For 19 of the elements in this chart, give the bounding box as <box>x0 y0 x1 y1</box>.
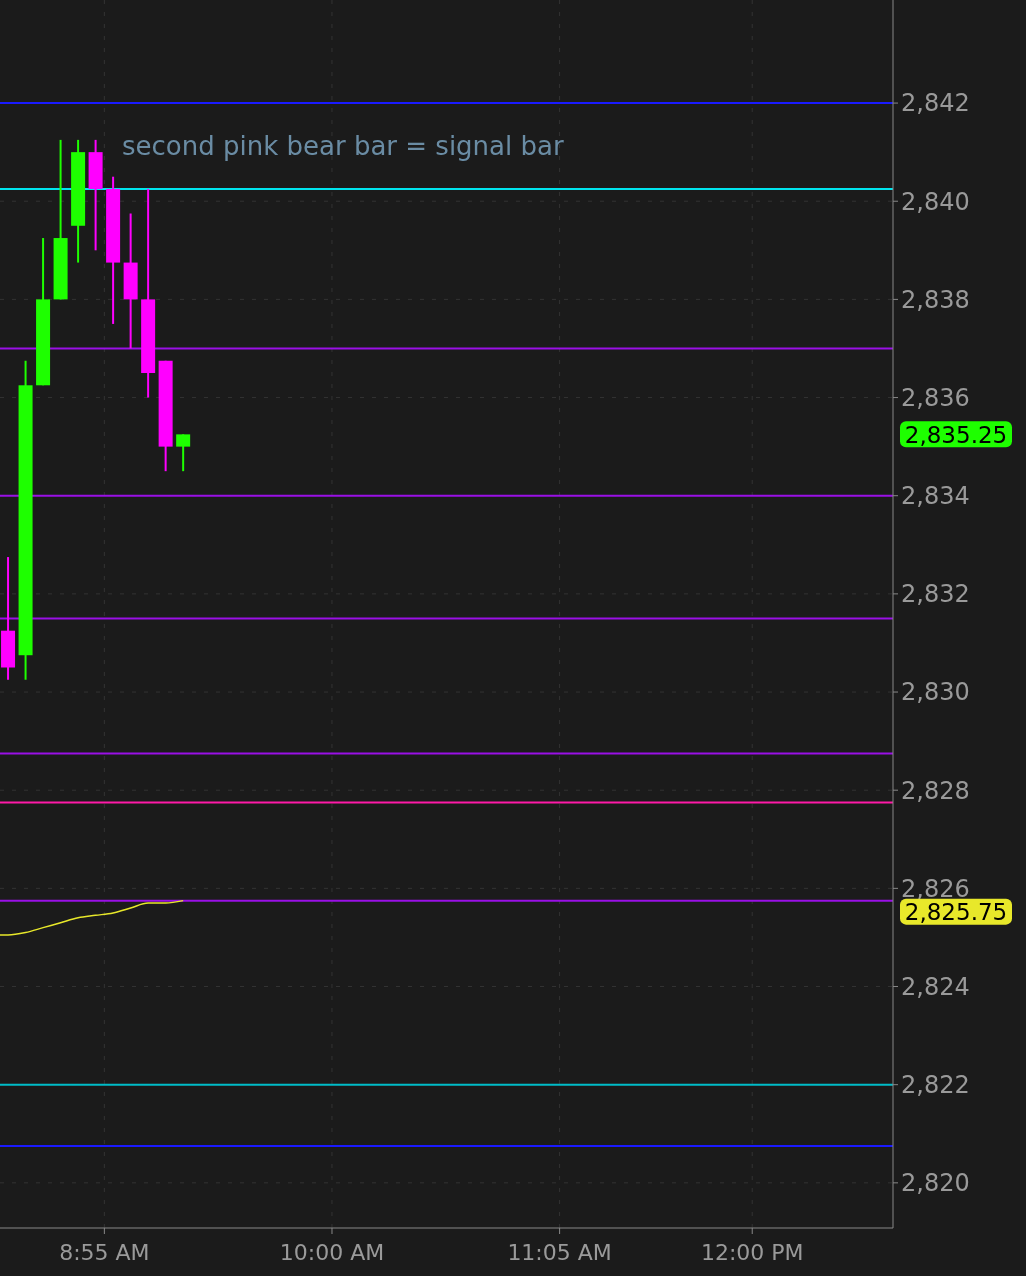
y-tick-label: 2,838 <box>901 285 970 314</box>
y-tick-label: 2,820 <box>901 1169 970 1198</box>
x-tick-label: 12:00 PM <box>700 1240 804 1265</box>
annotation: second pink bear bar = signal bar <box>122 131 564 161</box>
candlestick <box>176 433 191 473</box>
x-tick-label: 8:55 AM <box>59 1240 150 1265</box>
y-tick-label: 2,830 <box>901 678 970 707</box>
y-tick-label: 2,824 <box>901 972 970 1001</box>
y-tick-label: 2,840 <box>901 187 970 216</box>
y-tick-label: 2,842 <box>901 89 970 118</box>
text: 2,835.25 <box>904 421 1008 448</box>
y-tick-label: 2,828 <box>901 776 970 805</box>
y-tick-label: 2,832 <box>901 580 970 609</box>
x-tick-label: 10:00 AM <box>279 1240 385 1265</box>
y-tick-label: 2,822 <box>901 1071 970 1100</box>
y-tick-label: 2,834 <box>901 482 970 511</box>
y-tick-label: 2,836 <box>901 383 970 412</box>
line-series <box>0 899 184 936</box>
x-tick-label: 11:05 AM <box>507 1240 612 1265</box>
